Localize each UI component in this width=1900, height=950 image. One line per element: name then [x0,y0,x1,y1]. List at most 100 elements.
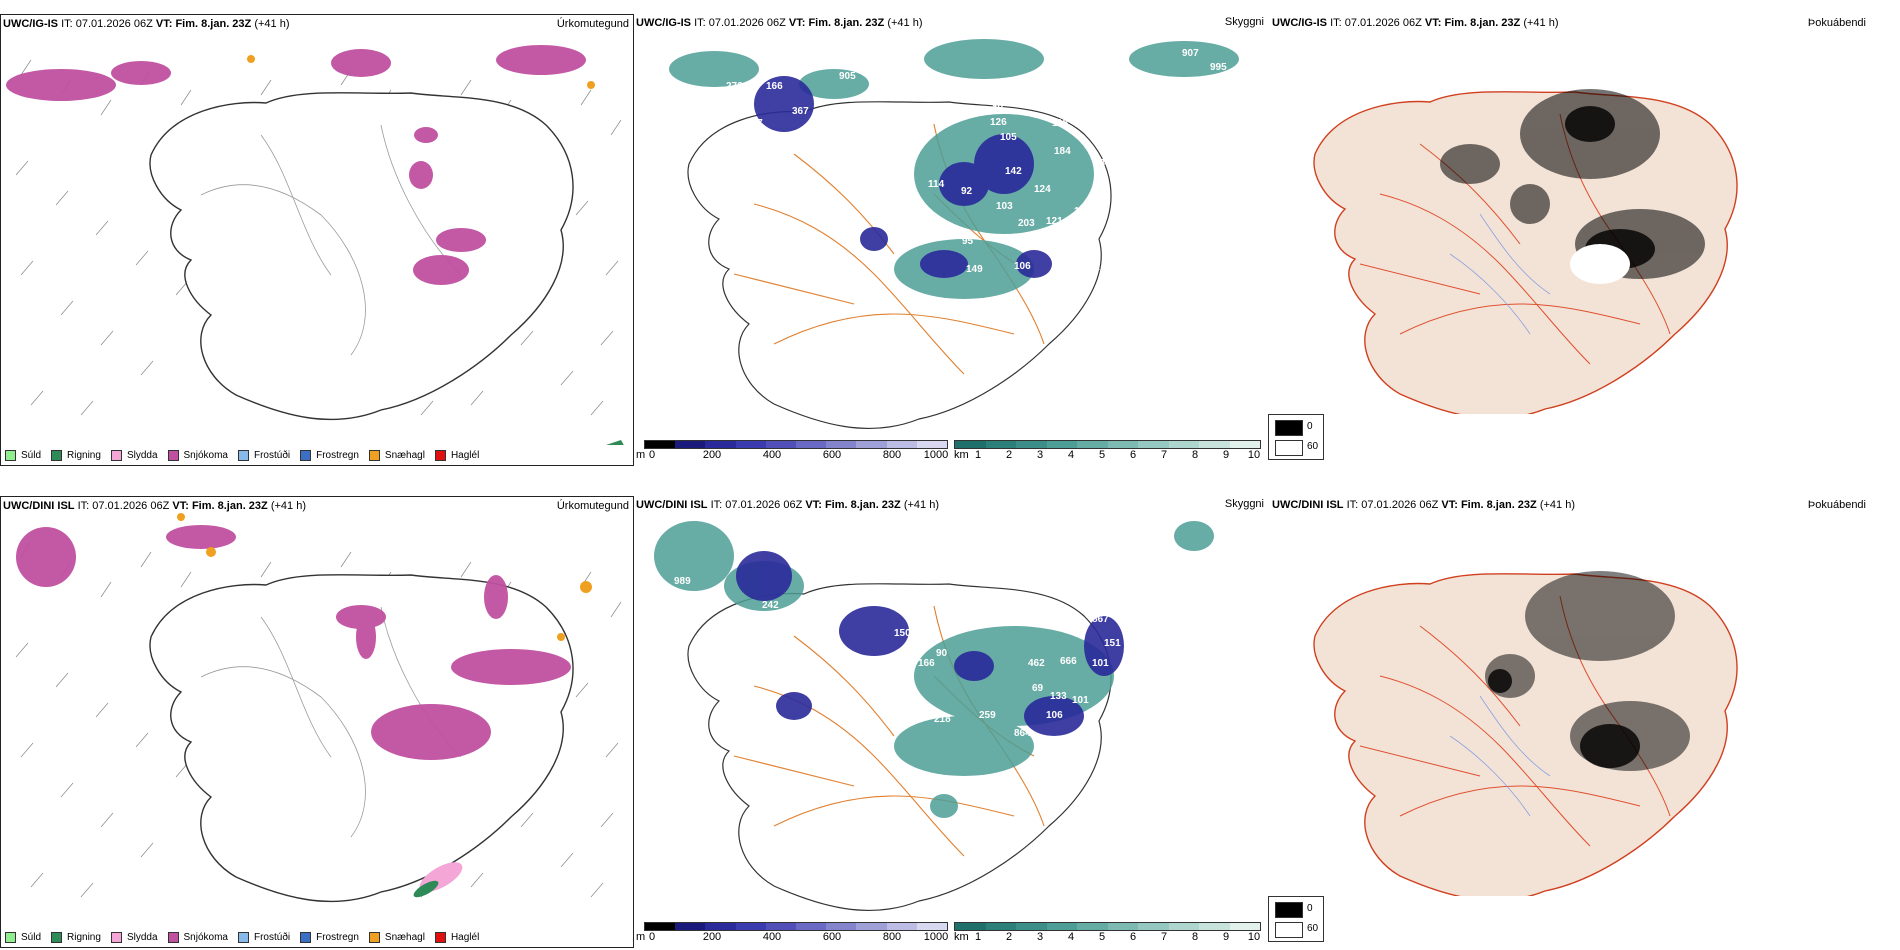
ceiling-unit: m [636,931,646,943]
legend-item: Frostregn [300,931,359,943]
ceiling-label: 367 [792,106,809,117]
ceiling-label: 117 [984,588,1001,599]
panel-header: UWC/DINI ISL IT: 07.01.2026 06Z VT: Fim.… [1272,499,1575,511]
legend-swatch [110,449,122,461]
visibility-colorbar-swatches [954,440,1261,449]
fog-key-value: 0 [1307,421,1313,432]
fog-key-swatch-light [1275,922,1303,938]
ceiling-label: 276 [726,81,743,92]
ceiling-label: 105 [1000,132,1017,143]
fog-key-swatch-light [1275,440,1303,456]
fog-key-value: 60 [1307,923,1319,934]
visibility-tick: 2 [1005,449,1013,461]
ceiling-tick: 0 [648,449,656,461]
visibility-tick: 9 [1222,931,1230,943]
visibility-tick: 7 [1160,931,1168,943]
ceiling-label: 101 [1092,658,1109,669]
precip-type-panel-top: UWC/IG-IS IT: 07.01.2026 06Z VT: Fim. 8.… [0,14,634,466]
ceiling-label: 166 [766,81,783,92]
precip-legend: Súld Rigning Slydda Snjókoma Frostúði Fr… [5,929,479,945]
ceiling-label: 69 [1032,683,1044,694]
color-step [1046,923,1077,930]
color-step [645,441,676,448]
ceiling-label: 103 [996,201,1013,212]
color-step [1077,923,1108,930]
panel-header: UWC/IG-IS IT: 07.01.2026 06Z VT: Fim. 8.… [3,18,290,30]
visibility-tick: 5 [1098,449,1106,461]
ceiling-label: 123 [789,555,806,566]
legend-item: Súld [5,931,41,943]
fog-map [1313,571,1738,896]
visibility-panel-bottom: UWC/DINI ISL IT: 07.01.2026 06Z VT: Fim.… [634,496,1270,948]
visibility-tick: 3 [1036,449,1044,461]
panel-title: Þokuábendi [1807,17,1866,29]
visibility-tick: 1 [974,449,982,461]
ceiling-label: 130 [1094,158,1111,169]
visibility-tick: 10 [1247,931,1261,943]
color-step [1016,923,1047,930]
legend-swatch [300,449,312,461]
color-step [1229,441,1260,448]
legend-swatch [434,931,446,943]
legend-swatch [368,931,380,943]
color-step [856,441,887,448]
ceiling-label: 166 [918,658,935,669]
ceiling-label: 156 [1074,206,1091,217]
visibility-tick: 2 [1005,931,1013,943]
panel-title: Þokuábendi [1807,499,1866,511]
ceiling-label: 92 [961,186,973,197]
fog-map [1313,89,1738,414]
color-step [796,923,827,930]
ceiling-label: 99 [744,686,756,697]
color-step [886,441,917,448]
visibility-tick: 9 [1222,449,1230,461]
visibility-tick: 6 [1129,931,1137,943]
ceiling-label: 90 [936,648,948,659]
panel-title: Úrkomutegund [556,500,629,512]
ceiling-label: 138 [1092,184,1109,195]
legend-swatch [5,449,16,461]
color-step [765,441,797,448]
ceiling-label: 867 [1092,614,1109,625]
visibility-tick: 3 [1036,931,1044,943]
color-step [856,923,887,930]
color-step [1107,923,1138,930]
fog-key-value: 60 [1307,441,1319,452]
precip-legend: Súld Rigning Slydda Snjókoma Frostúði Fr… [5,447,479,463]
legend-swatch [5,931,16,943]
ceiling-label: 101 [1072,695,1089,706]
precip-type-panel-bottom: UWC/DINI ISL IT: 07.01.2026 06Z VT: Fim.… [0,496,634,948]
legend-item: Frostúði [237,449,290,461]
color-step [1229,923,1260,930]
color-step [1138,441,1169,448]
color-step [1077,441,1108,448]
ceiling-label: 907 [1182,48,1199,59]
fog-panel-bottom: UWC/DINI ISL IT: 07.01.2026 06Z VT: Fim.… [1270,496,1900,896]
ceiling-label: 114 [928,179,945,190]
color-step [1107,441,1138,448]
color-step [645,923,676,930]
legend-swatch [167,931,179,943]
ceiling-label: 933 [1114,62,1131,73]
ceiling-unit: m [636,449,646,461]
ceiling-tick: 600 [822,449,842,461]
ceiling-label: 995 [1210,62,1227,73]
ceiling-label: 95101 [1072,262,1100,273]
color-step [765,923,797,930]
legend-item: Snjókoma [167,931,228,943]
ceiling-tick: 800 [882,931,902,943]
legend-swatch [51,931,63,943]
ceiling-label: 60 [906,615,918,626]
ceiling-label: 142 [1005,166,1022,177]
ceiling-tick: 1000 [923,931,949,943]
panel-title: Skyggni [1224,498,1264,510]
ceiling-label: 242 [762,600,779,611]
fog-key-top: 0 60 [1268,414,1324,460]
ceiling-colorbar-swatches [644,922,948,931]
color-step [916,441,948,448]
legend-item: Snæhagl [368,931,425,943]
ceiling-colorbar: m 0 200 400 600 800 1000 [636,440,948,464]
color-step [1138,923,1169,930]
legend-swatch [237,449,249,461]
precip-type-map [6,45,624,445]
